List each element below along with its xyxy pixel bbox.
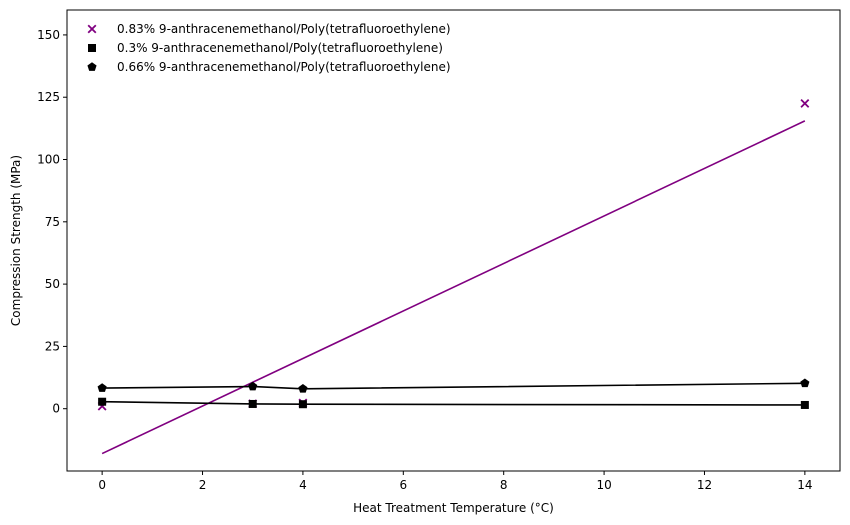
x-tick-label: 12 [697,478,712,492]
legend-item: 0.66% 9-anthracenemethanol/Poly(tetraflu… [87,60,451,74]
x-tick-label: 10 [596,478,611,492]
x-tick-label: 14 [797,478,812,492]
legend-marker [87,62,97,71]
x-tick-label: 4 [299,478,307,492]
data-point [298,383,308,393]
data-point [800,99,810,108]
legend-label: 0.66% 9-anthracenemethanol/Poly(tetraflu… [117,60,451,74]
y-tick-label: 125 [37,90,60,104]
series-1 [97,99,810,455]
axes-frame [66,9,841,472]
legend-marker [88,44,96,52]
trend-line [101,120,806,455]
axes: 0 2 4 6 8 10 12 14 0 25 50 75 100 125 150 [37,9,841,492]
series-line [102,382,805,390]
data-point [98,397,107,406]
x-tick-label: 8 [500,478,508,492]
data-point [248,399,257,408]
x-tick-label: 2 [199,478,207,492]
y-tick-label: 50 [45,277,60,291]
x-axis-label: Heat Treatment Temperature (°C) [353,501,554,515]
data-point [800,378,810,388]
data-point [248,381,258,391]
data-point [800,400,809,409]
series-3 [97,378,810,393]
y-tick-label: 75 [45,215,60,229]
y-axis-label: Compression Strength (MPa) [9,155,23,326]
plot-area [97,99,810,455]
series-line [102,400,805,406]
series-2 [98,397,809,409]
legend-label: 0.3% 9-anthracenemethanol/Poly(tetrafluo… [117,41,443,55]
x-tick-label: 6 [399,478,407,492]
marker-stroke [800,99,810,108]
y-tick-label: 100 [37,153,60,167]
y-tick-label: 0 [52,402,60,416]
legend: 0.83% 9-anthracenemethanol/Poly(tetraflu… [87,22,451,74]
y-tick-label: 150 [37,28,60,42]
y-tick-label: 25 [45,339,60,353]
legend-item: 0.3% 9-anthracenemethanol/Poly(tetrafluo… [88,41,443,55]
legend-label: 0.83% 9-anthracenemethanol/Poly(tetraflu… [117,22,451,36]
x-tick-label: 0 [98,478,106,492]
legend-item: 0.83% 9-anthracenemethanol/Poly(tetraflu… [87,22,451,36]
marker-stroke [87,24,97,34]
legend-marker [87,24,97,34]
data-point [97,383,107,392]
data-point [298,400,307,409]
